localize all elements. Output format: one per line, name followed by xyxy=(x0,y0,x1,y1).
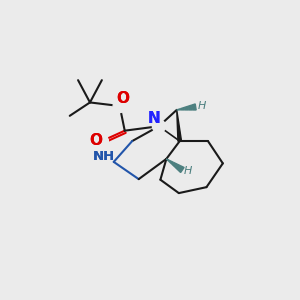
Polygon shape xyxy=(169,161,173,164)
Polygon shape xyxy=(181,108,184,110)
Polygon shape xyxy=(178,166,184,172)
Polygon shape xyxy=(192,104,196,110)
Circle shape xyxy=(95,134,108,148)
Text: N: N xyxy=(147,111,160,126)
Text: NH: NH xyxy=(93,150,116,163)
Polygon shape xyxy=(177,110,182,141)
Text: O: O xyxy=(117,92,130,106)
Text: O: O xyxy=(89,133,102,148)
Text: H: H xyxy=(184,166,192,176)
Polygon shape xyxy=(177,109,180,110)
Polygon shape xyxy=(185,106,188,110)
Polygon shape xyxy=(176,164,181,170)
Text: NH: NH xyxy=(93,150,116,163)
Polygon shape xyxy=(167,159,170,161)
Circle shape xyxy=(152,120,166,133)
Polygon shape xyxy=(188,105,192,110)
Polygon shape xyxy=(172,163,177,167)
Text: H: H xyxy=(197,101,206,111)
Circle shape xyxy=(113,100,126,112)
Text: O: O xyxy=(117,92,130,106)
Text: O: O xyxy=(89,133,102,148)
Text: N: N xyxy=(147,111,160,126)
